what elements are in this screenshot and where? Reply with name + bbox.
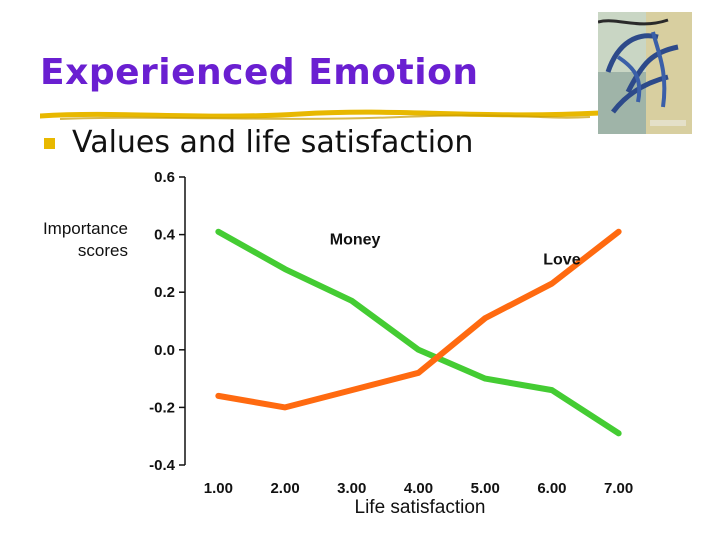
data-point-money: [349, 298, 355, 304]
bullet-square-icon: [44, 138, 55, 149]
x-axis-label: Life satisfaction: [354, 497, 486, 518]
y-tick-label: -0.4: [149, 457, 176, 474]
data-point-money: [549, 387, 555, 393]
data-point-love: [616, 229, 622, 235]
x-tick-label: 7.00: [604, 480, 633, 497]
data-point-love: [282, 404, 288, 410]
x-tick-label: 3.00: [337, 480, 366, 497]
data-point-love: [416, 370, 421, 376]
y-tick-label: 0.2: [154, 284, 175, 301]
x-tick-label: 1.00: [204, 480, 233, 497]
bullet-text: Values and life satisfaction: [72, 125, 474, 160]
data-point-money: [416, 347, 421, 353]
data-point-money: [282, 266, 288, 272]
data-point-money: [616, 430, 622, 436]
y-tick-label: 0.0: [154, 342, 175, 359]
decorative-photo: [598, 12, 692, 134]
data-point-money: [215, 229, 221, 235]
y-axis-label: Importance scores: [42, 219, 128, 260]
y-tick-label: 0.4: [154, 227, 176, 244]
y-tick-label: -0.2: [149, 399, 175, 416]
x-tick-label: 5.00: [471, 480, 500, 497]
series-label-money: Money: [330, 232, 381, 249]
title-underline: [40, 109, 600, 120]
series-label-love: Love: [543, 252, 580, 269]
x-tick-label: 2.00: [270, 480, 299, 497]
data-point-love: [349, 387, 355, 393]
data-point-money: [482, 376, 488, 382]
data-point-love: [482, 315, 488, 321]
slide-title: Experienced Emotion: [40, 52, 479, 93]
data-point-love: [215, 393, 221, 399]
data-point-love: [549, 281, 555, 287]
x-tick-label: 6.00: [537, 480, 566, 497]
y-tick-label: 0.6: [154, 169, 175, 186]
x-tick-label: 4.00: [404, 480, 433, 497]
